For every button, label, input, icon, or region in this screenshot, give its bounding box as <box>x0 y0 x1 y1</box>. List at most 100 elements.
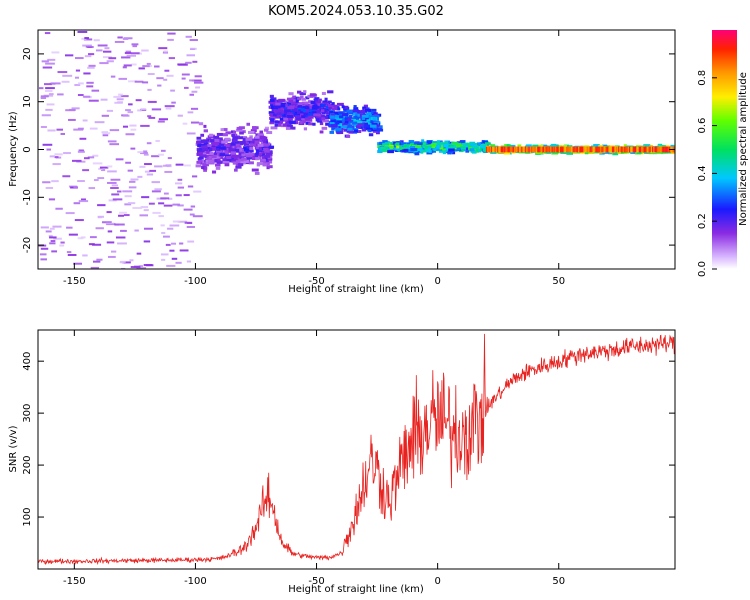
heatmap-cell <box>649 146 652 153</box>
heatmap-cell <box>203 142 209 146</box>
heatmap-cell <box>175 194 182 197</box>
heatmap-cell <box>88 187 96 190</box>
heatmap-cell <box>51 250 58 253</box>
heatmap-cell <box>208 133 214 137</box>
heatmap-cell <box>161 231 166 234</box>
heatmap-cell <box>122 37 129 40</box>
heatmap-cell <box>86 85 94 88</box>
heatmap-cell <box>49 227 55 230</box>
heatmap-cell <box>238 136 243 140</box>
heatmap-cell <box>337 111 344 115</box>
heatmap-cell <box>104 47 110 50</box>
heatmap-cell <box>291 126 296 130</box>
heatmap-cell <box>422 144 427 148</box>
heatmap-cell <box>415 144 422 148</box>
heatmap-cell <box>396 145 400 149</box>
heatmap-cell <box>301 115 306 119</box>
heatmap-cell <box>465 149 470 153</box>
heatmap-cell <box>177 114 183 117</box>
heatmap-cell <box>465 143 472 147</box>
heatmap-cell <box>330 121 335 125</box>
heatmap-cell <box>276 112 282 116</box>
heatmap-cell <box>517 146 520 153</box>
heatmap-cell <box>129 124 137 127</box>
heatmap-cell <box>232 130 237 134</box>
heatmap-cell <box>325 103 331 107</box>
heatmap-cell <box>357 123 364 127</box>
heatmap-cell <box>622 146 625 153</box>
heatmap-cell <box>41 60 49 63</box>
heatmap-cell <box>239 131 244 135</box>
heatmap-cell <box>107 181 117 184</box>
heatmap-cell <box>623 144 627 148</box>
heatmap-cell <box>97 177 105 180</box>
heatmap-cell <box>61 80 70 83</box>
heatmap-cell <box>306 105 313 109</box>
heatmap-cell <box>264 157 270 161</box>
heatmap-cell <box>579 146 582 153</box>
heatmap-cell <box>166 74 174 77</box>
heatmap-cell <box>202 163 209 167</box>
heatmap-cell <box>82 169 90 172</box>
heatmap-cell <box>602 146 605 153</box>
heatmap-cell <box>278 104 286 108</box>
heatmap-cell <box>314 99 322 103</box>
heatmap-cell <box>324 97 328 101</box>
heatmap-cell <box>551 146 554 153</box>
heatmap-cell <box>166 264 176 267</box>
heatmap-cell <box>370 120 376 124</box>
heatmap-cell <box>211 155 217 159</box>
heatmap-cell <box>73 202 81 205</box>
heatmap-cell <box>132 206 143 209</box>
heatmap-cell <box>257 143 264 147</box>
heatmap-cell <box>203 168 207 172</box>
heatmap-cell <box>115 158 124 161</box>
heatmap-cell <box>232 136 239 140</box>
heatmap-cell <box>460 146 466 150</box>
heatmap-cell <box>365 124 371 128</box>
heatmap-cell <box>186 260 191 263</box>
heatmap-cell <box>654 146 657 153</box>
heatmap-cell <box>376 124 380 128</box>
heatmap-cell <box>280 112 284 116</box>
heatmap-cell <box>54 156 59 159</box>
heatmap-cell <box>220 128 224 132</box>
heatmap-cell <box>237 154 241 158</box>
heatmap-cell <box>110 187 119 190</box>
heatmap-cell <box>382 142 386 146</box>
heatmap-cell <box>198 159 202 163</box>
heatmap-cell <box>377 150 383 154</box>
heatmap-cell <box>562 145 568 149</box>
snr-background <box>38 330 675 569</box>
heatmap-cell <box>111 193 120 196</box>
heatmap-cell <box>382 140 388 144</box>
heatmap-cell <box>191 90 198 93</box>
y-tick-label: 20 <box>22 48 33 61</box>
heatmap-cell <box>538 146 541 153</box>
heatmap-cell <box>79 137 87 140</box>
heatmap-cell <box>55 207 63 210</box>
heatmap-cell <box>222 158 227 162</box>
heatmap-cell <box>107 230 113 233</box>
heatmap-cell <box>147 115 152 118</box>
heatmap-cell <box>580 146 583 153</box>
heatmap-cell <box>482 148 489 152</box>
heatmap-cell <box>341 105 345 109</box>
heatmap-cell <box>476 142 482 146</box>
heatmap-cell <box>102 50 112 53</box>
heatmap-cell <box>550 146 553 153</box>
heatmap-cell <box>353 120 358 124</box>
heatmap-cell <box>279 120 283 124</box>
heatmap-cell <box>77 30 88 33</box>
heatmap-cell <box>127 111 134 114</box>
heatmap-cell <box>143 209 149 212</box>
heatmap-cell <box>339 115 344 119</box>
heatmap-cell <box>201 147 209 151</box>
heatmap-cell <box>238 163 244 167</box>
heatmap-cell <box>233 168 238 172</box>
heatmap-cell <box>472 145 476 149</box>
heatmap-cell <box>68 233 78 236</box>
heatmap-cell <box>493 146 496 153</box>
heatmap-cell <box>152 211 161 214</box>
